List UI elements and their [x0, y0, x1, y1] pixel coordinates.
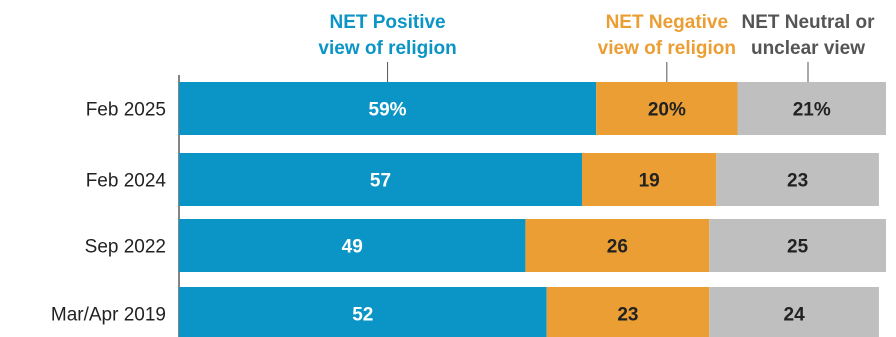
- bar-segment: [179, 82, 597, 135]
- bar-segment: [179, 153, 582, 206]
- bar-segment: [737, 82, 886, 135]
- category-label: Feb 2024: [86, 171, 167, 192]
- bar-row: Feb 2025 59% 20% 21%: [86, 82, 886, 135]
- bar-segment: [179, 287, 547, 337]
- bar-segment: [709, 287, 879, 337]
- data-label: 25: [787, 237, 809, 258]
- data-label: 20%: [648, 100, 686, 121]
- data-label: 26: [607, 237, 628, 258]
- category-label: Sep 2022: [85, 237, 166, 258]
- legend-item: NET Neutral or unclear view: [741, 12, 875, 82]
- bar-row: Sep 2022 49 26 25: [85, 219, 886, 272]
- data-label: 23: [787, 171, 808, 192]
- data-label: 24: [784, 305, 806, 326]
- legend-item: NET Negative view of religion: [598, 12, 736, 82]
- legend-label: NET Negative: [606, 12, 728, 33]
- bar-row: Mar/Apr 2019 52 23 24: [51, 287, 879, 337]
- legend-label: view of religion: [598, 38, 736, 59]
- legend-label: NET Positive: [329, 12, 445, 33]
- data-label: 19: [639, 171, 660, 192]
- bar-row: Feb 2024 57 19 23: [86, 153, 879, 206]
- data-label: 59%: [369, 100, 407, 121]
- data-label: 23: [617, 305, 638, 326]
- category-label: Feb 2025: [86, 100, 166, 121]
- bar-segment: [546, 287, 710, 337]
- bar-segment: [581, 153, 717, 206]
- bar-segment: [709, 219, 886, 272]
- chart-rows: Feb 2025 59% 20% 21% Feb 2024 57 19 23 Sep 2022 4…: [51, 82, 886, 337]
- bar-segment: [179, 219, 526, 272]
- data-label: 52: [352, 305, 373, 326]
- category-label: Mar/Apr 2019: [51, 305, 166, 326]
- legend-label: unclear view: [751, 38, 865, 59]
- data-label: 49: [342, 237, 363, 258]
- legend-item: NET Positive view of religion: [318, 12, 457, 82]
- data-label: 21%: [793, 100, 831, 121]
- legend-label: NET Neutral or: [741, 12, 875, 33]
- data-label: 57: [370, 171, 391, 192]
- legend-label: view of religion: [318, 38, 456, 59]
- bar-segment: [525, 219, 710, 272]
- bar-segment: [596, 82, 738, 135]
- bar-segment: [716, 153, 879, 206]
